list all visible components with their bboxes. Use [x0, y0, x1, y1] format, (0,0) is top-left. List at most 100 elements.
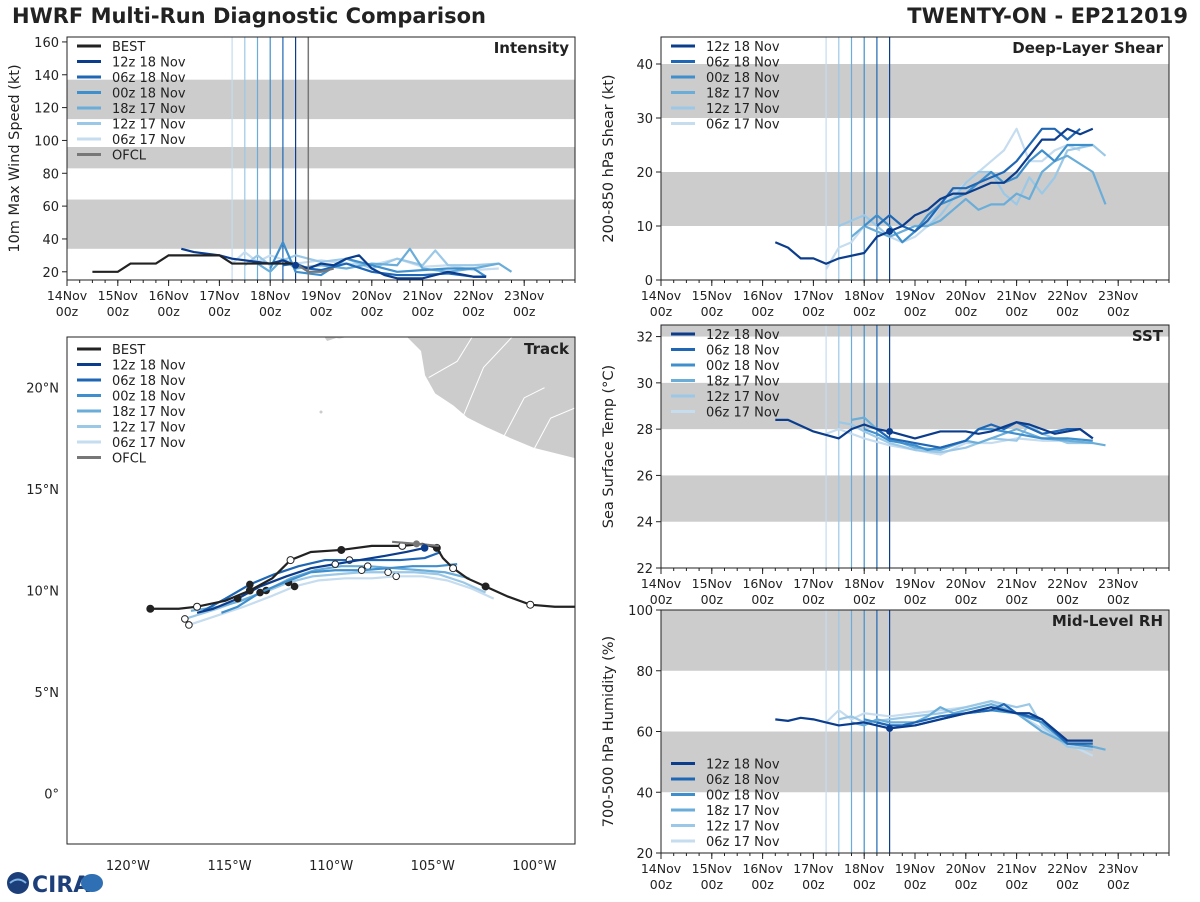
intensity-legend-label: 00z 18 Nov	[112, 87, 186, 102]
track-xtick-label: 105°W	[411, 859, 455, 874]
sst-legend-label: 12z 17 Nov	[706, 390, 780, 405]
logo-text: CIRA	[32, 873, 90, 898]
track-xtick-label: 115°W	[207, 859, 251, 874]
track-point	[357, 566, 366, 575]
rh-xtick-label: 00z	[1107, 877, 1130, 892]
intensity-band	[67, 79, 575, 120]
sst-legend-label: 00z 18 Nov	[706, 359, 780, 374]
shear-legend-label: 00z 18 Nov	[706, 71, 780, 86]
track-point	[181, 615, 189, 623]
intensity-current-marker	[292, 261, 300, 269]
track-ytick-label: 15°N	[26, 483, 59, 498]
rh-xtick-label: 16Nov	[742, 861, 783, 876]
shear-xtick-label: 00z	[1005, 304, 1028, 319]
sst-xtick-label: 20Nov	[946, 576, 987, 591]
intensity-series-line	[181, 247, 487, 280]
sst-series-line	[775, 418, 1094, 440]
sst-panel: 22242628303214Nov00z15Nov00z16Nov00z17No…	[601, 324, 1170, 607]
track-ofcl-point	[413, 540, 421, 548]
sst-xtick-label: 00z	[1005, 592, 1028, 607]
shear-xtick-label: 14Nov	[641, 288, 682, 303]
track-legend-label: BEST	[112, 343, 145, 358]
intensity-ytick-label: 100	[34, 134, 59, 149]
rh-xtick-label: 00z	[853, 877, 876, 892]
shear-xtick-label: 00z	[751, 304, 774, 319]
sst-xtick-label: 15Nov	[692, 576, 733, 591]
sst-legend-label: 18z 17 Nov	[706, 375, 780, 390]
sst-xtick-label: 22Nov	[1047, 576, 1088, 591]
sst-xtick-label: 00z	[701, 592, 724, 607]
track-series-line	[221, 563, 458, 614]
shear-series-line	[850, 154, 1107, 238]
rh-xtick-label: 00z	[650, 877, 673, 892]
sst-current-marker	[886, 427, 894, 435]
sst-legend-label: 06z 17 Nov	[706, 406, 780, 421]
rh-series-line	[825, 700, 1094, 757]
rh-xtick-label: 21Nov	[996, 861, 1037, 876]
track-point	[290, 582, 299, 591]
track-best-point	[193, 602, 202, 611]
shear-legend-label: 06z 18 Nov	[706, 56, 780, 71]
intensity-legend-label: 06z 17 Nov	[112, 133, 186, 148]
track-ytick-label: 10°N	[26, 585, 59, 600]
state-border	[533, 407, 575, 449]
track-point	[331, 560, 340, 568]
sst-xtick-label: 00z	[1107, 592, 1130, 607]
shear-xtick-label: 00z	[650, 304, 673, 319]
sst-xtick-label: 00z	[904, 592, 927, 607]
rh-xtick-label: 18Nov	[844, 861, 885, 876]
rh-legend-label: 00z 18 Nov	[706, 789, 780, 804]
sst-xtick-label: 17Nov	[793, 576, 834, 591]
rh-ytick-label: 40	[636, 786, 653, 801]
track-ytick-label: 0°	[44, 787, 59, 802]
shear-xtick-label: 00z	[701, 304, 724, 319]
shear-xtick-label: 22Nov	[1047, 288, 1088, 303]
cira-logo: CIRA	[4, 868, 104, 898]
rh-xtick-label: 00z	[1056, 877, 1079, 892]
rh-ylabel: 700-500 hPa Humidity (%)	[601, 636, 617, 827]
intensity-xtick-label: 00z	[462, 304, 485, 319]
track-frame	[66, 336, 576, 845]
shear-title: Deep-Layer Shear	[1012, 39, 1163, 57]
globe-icon	[7, 872, 29, 894]
intensity-xtick-label: 00z	[513, 304, 536, 319]
track-best-point	[286, 556, 295, 565]
sst-xtick-label: 00z	[650, 592, 673, 607]
sst-title: SST	[1132, 327, 1164, 345]
track-series-line	[196, 546, 425, 614]
sst-xtick-label: 00z	[751, 592, 774, 607]
shear-series-line	[863, 143, 1093, 244]
shear-xtick-label: 16Nov	[742, 288, 783, 303]
shear-legend-label: 12z 17 Nov	[706, 102, 780, 117]
track-legend-label: 06z 17 Nov	[112, 436, 186, 451]
sst-band	[661, 382, 1169, 430]
rh-plot-area	[661, 610, 1169, 853]
sst-band	[661, 475, 1169, 522]
intensity-xtick-label: 00z	[208, 304, 231, 319]
track-panel: 120°W 115°W 110°W 105°W 100°W 0° 5°N 10°N 15°N 20…	[26, 336, 576, 874]
intensity-xtick-label: 00z	[56, 304, 79, 319]
sst-ytick-label: 32	[636, 331, 653, 346]
rh-series-line	[775, 706, 1093, 742]
intensity-ytick-label: 120	[34, 102, 59, 117]
track-legend-label: 18z 17 Nov	[112, 405, 186, 420]
shear-ytick-label: 10	[636, 220, 653, 235]
intensity-xtick-label: 17Nov	[199, 288, 240, 303]
track-best-point	[526, 600, 535, 609]
track-best-point	[337, 545, 346, 554]
intensity-series-line	[269, 241, 487, 278]
intensity-legend-label: OFCL	[112, 149, 147, 164]
track-legend-label: 00z 18 Nov	[112, 390, 186, 405]
intensity-ytick-label: 160	[34, 36, 59, 51]
track-best-point	[481, 582, 490, 591]
land-mass	[324, 337, 575, 460]
rh-panel: 2040608010014Nov00z15Nov00z16Nov00z17Nov…	[601, 604, 1170, 892]
shear-series-line	[774, 127, 1094, 265]
shear-xtick-label: 21Nov	[996, 288, 1037, 303]
sst-ytick-label: 28	[636, 423, 653, 438]
rh-series-line	[851, 703, 1106, 751]
track-legend-label: 12z 18 Nov	[112, 359, 186, 374]
state-border	[503, 387, 545, 437]
track-point	[384, 568, 392, 577]
